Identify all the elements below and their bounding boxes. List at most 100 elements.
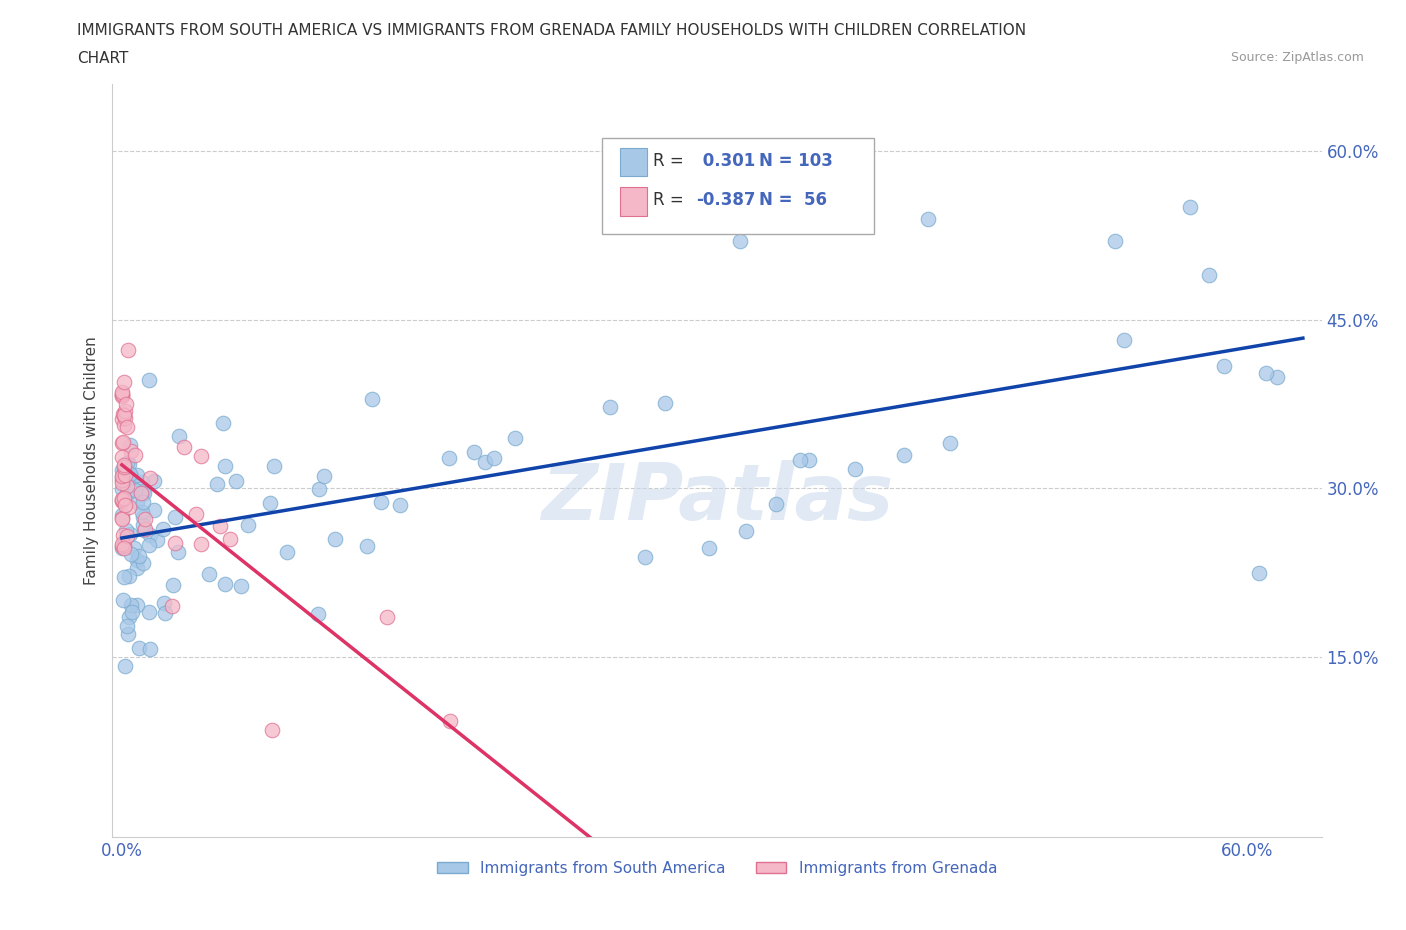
- Point: [308, 482, 330, 497]
- Point: [190, 537, 212, 551]
- Point: [115, 619, 138, 634]
- Text: Source: ZipAtlas.com: Source: ZipAtlas.com: [1230, 51, 1364, 64]
- Point: [138, 527, 160, 542]
- Point: [209, 519, 232, 534]
- Point: [115, 455, 138, 470]
- Point: [263, 458, 285, 473]
- Point: [111, 592, 134, 607]
- Point: [503, 431, 526, 445]
- Point: [259, 496, 281, 511]
- Point: [111, 538, 134, 553]
- Point: [1112, 333, 1135, 348]
- Point: [765, 496, 787, 511]
- Point: [112, 570, 135, 585]
- Text: R =: R =: [652, 191, 689, 208]
- Point: [214, 577, 236, 591]
- Point: [260, 723, 283, 737]
- Point: [112, 406, 135, 421]
- Point: [118, 526, 141, 541]
- Point: [139, 471, 162, 485]
- Point: [654, 395, 676, 410]
- Point: [138, 372, 160, 387]
- Point: [134, 512, 156, 526]
- Point: [463, 445, 485, 459]
- Point: [143, 473, 166, 488]
- Point: [111, 476, 134, 491]
- Point: [138, 604, 160, 619]
- Legend: Immigrants from South America, Immigrants from Grenada: Immigrants from South America, Immigrant…: [430, 855, 1004, 882]
- Point: [1198, 268, 1220, 283]
- Point: [1254, 365, 1277, 380]
- Point: [439, 713, 461, 728]
- Point: [375, 609, 398, 624]
- Y-axis label: Family Households with Children: Family Households with Children: [83, 336, 98, 585]
- Point: [132, 523, 155, 538]
- Point: [120, 598, 142, 613]
- Point: [111, 481, 134, 496]
- Point: [111, 388, 134, 403]
- Point: [146, 532, 169, 547]
- Point: [389, 498, 412, 512]
- Point: [111, 493, 134, 508]
- Point: [124, 483, 146, 498]
- Point: [111, 472, 134, 487]
- Point: [474, 454, 496, 469]
- Point: [114, 658, 136, 673]
- Point: [111, 511, 134, 525]
- Point: [128, 641, 150, 656]
- Point: [114, 498, 136, 512]
- Point: [307, 607, 329, 622]
- Text: CHART: CHART: [77, 51, 129, 66]
- Point: [112, 458, 135, 472]
- Point: [111, 536, 134, 551]
- Point: [1249, 565, 1271, 580]
- Point: [142, 502, 165, 517]
- Point: [132, 510, 155, 525]
- Point: [111, 436, 134, 451]
- Point: [118, 499, 141, 514]
- Point: [111, 411, 134, 426]
- Point: [153, 605, 176, 620]
- Point: [120, 444, 142, 458]
- Point: [186, 507, 208, 522]
- Point: [111, 470, 134, 485]
- Point: [197, 566, 219, 581]
- Point: [163, 536, 186, 551]
- Point: [132, 485, 155, 500]
- Text: N =  56: N = 56: [759, 191, 827, 208]
- Point: [115, 528, 138, 543]
- Point: [190, 448, 212, 463]
- Point: [127, 561, 149, 576]
- Point: [118, 457, 141, 472]
- Point: [125, 552, 148, 567]
- Point: [225, 473, 247, 488]
- Point: [131, 505, 153, 520]
- Point: [127, 597, 149, 612]
- Point: [484, 451, 506, 466]
- Point: [115, 485, 138, 500]
- Point: [118, 568, 141, 583]
- Point: [361, 392, 384, 406]
- Point: [138, 642, 160, 657]
- Point: [128, 548, 150, 563]
- Point: [127, 468, 149, 483]
- Point: [138, 538, 160, 552]
- Point: [111, 387, 134, 402]
- Point: [323, 532, 346, 547]
- Point: [120, 437, 142, 452]
- Point: [162, 578, 184, 592]
- Text: ZIPatlas: ZIPatlas: [541, 460, 893, 536]
- Text: N = 103: N = 103: [759, 152, 834, 169]
- Point: [1213, 358, 1236, 373]
- Point: [112, 538, 135, 552]
- Point: [111, 385, 134, 400]
- Point: [111, 465, 134, 480]
- Point: [111, 388, 134, 403]
- Point: [163, 510, 186, 525]
- Point: [117, 627, 139, 642]
- Point: [112, 459, 135, 474]
- Point: [132, 495, 155, 510]
- Point: [797, 452, 820, 467]
- Point: [735, 524, 758, 538]
- Point: [120, 547, 142, 562]
